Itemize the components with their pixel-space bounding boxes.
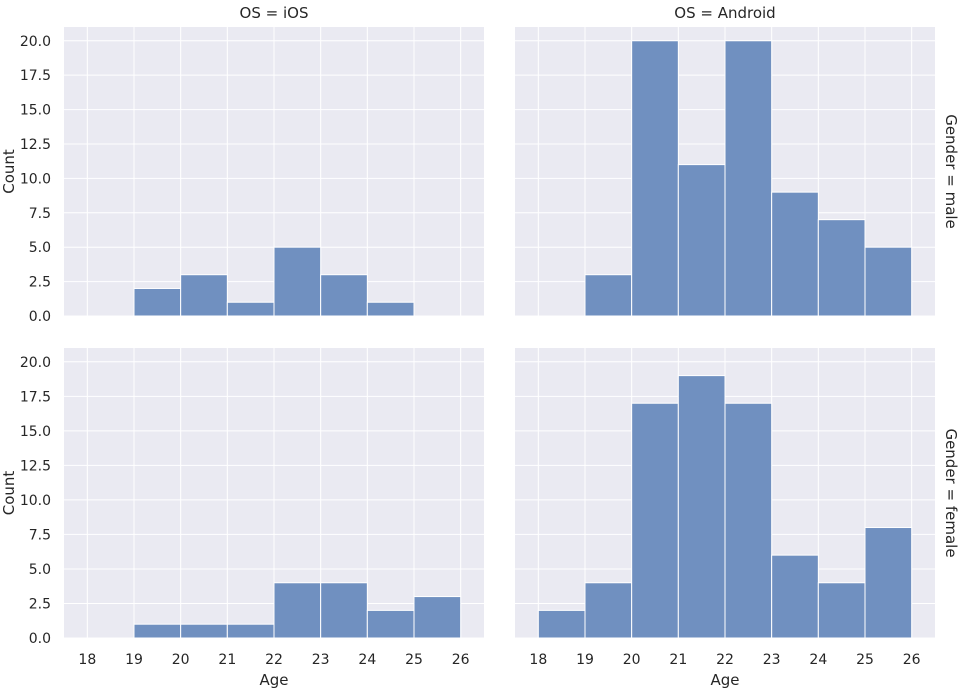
panel-1-0-xtick-label-6: 24 xyxy=(358,652,376,668)
panel-1-1-xtick-label-5: 23 xyxy=(763,652,781,668)
panel-1-0-bar-6 xyxy=(413,596,462,639)
panel-1-1-xtick-label-2: 20 xyxy=(623,652,641,668)
panel-0-0-ytick-label-7: 17.5 xyxy=(20,68,51,84)
panel-1-1-bar-6 xyxy=(817,582,866,639)
panel-0-0-bar-4 xyxy=(320,274,368,317)
col-0-xlabel: Age xyxy=(259,671,288,689)
panel-1-0-ytick-label-8: 20.0 xyxy=(20,355,51,371)
panel-0-0-ytick-label-6: 15.0 xyxy=(20,103,51,119)
panel-1-0-ytick-label-7: 17.5 xyxy=(20,389,51,405)
panel-1-1-xtick-label-6: 24 xyxy=(809,652,827,668)
panel-1-0-xtick-label-5: 23 xyxy=(312,652,330,668)
panel-1-1-xtick-label-4: 22 xyxy=(716,652,734,668)
panel-1-0-xtick-label-7: 25 xyxy=(405,652,423,668)
panel-0-1-bar-1 xyxy=(631,40,679,317)
panel-0-1-bar-2 xyxy=(677,164,726,317)
panel-1-0-xtick-label-3: 21 xyxy=(218,652,236,668)
panel-0-1-bar-3 xyxy=(724,40,773,317)
panel-1-1-bar-1 xyxy=(584,582,633,639)
panel-0-0-bar-1 xyxy=(180,274,228,317)
panel-0-1-bar-5 xyxy=(817,219,866,317)
row-0-ylabel: Count xyxy=(0,149,18,194)
panel-0-0-ytick-label-5: 12.5 xyxy=(20,137,51,153)
panel-1-0-xtick-label-2: 20 xyxy=(172,652,190,668)
panel-1-0-xtick-label-8: 26 xyxy=(452,652,470,668)
panel-1-0-bar-3 xyxy=(273,582,322,639)
panel-0-1-bar-4 xyxy=(771,191,819,317)
panel-0-0-ytick-label-4: 10.0 xyxy=(20,171,51,187)
panel-1-0-ytick-label-5: 12.5 xyxy=(20,458,51,474)
row-1-title: Gender = female xyxy=(942,428,959,557)
panel-1-0-xtick-label-1: 19 xyxy=(125,652,143,668)
panel-1-0-ytick-label-4: 10.0 xyxy=(20,493,51,509)
panel-0-0-ytick-label-1: 2.5 xyxy=(29,275,51,291)
panel-1-1-xtick-label-7: 25 xyxy=(856,652,874,668)
panel-1-1-xtick-label-1: 19 xyxy=(576,652,594,668)
panel-0-0-ytick-label-8: 20.0 xyxy=(20,34,51,50)
row-1-ylabel: Count xyxy=(0,471,18,516)
panel-0-0-bar-5 xyxy=(366,301,415,317)
panel-1-0-xtick-label-0: 18 xyxy=(78,652,96,668)
panel-1-1-bar-4 xyxy=(724,402,773,639)
panel-1-0-ytick-label-2: 5.0 xyxy=(29,562,51,578)
panel-1-0-ytick-label-1: 2.5 xyxy=(29,596,51,612)
panel-1-1-bar-2 xyxy=(631,402,679,639)
panel-0-0-bar-0 xyxy=(133,287,182,317)
panel-0-0-bar-2 xyxy=(226,301,275,317)
panel-1-0-ytick-label-0: 0.0 xyxy=(29,631,51,647)
col-1-xlabel: Age xyxy=(710,671,739,689)
panel-1-0-bar-2 xyxy=(226,623,275,639)
panel-0-0-ytick-label-0: 0.0 xyxy=(29,309,51,325)
panel-1-0-ytick-label-6: 15.0 xyxy=(20,424,51,440)
col-0-title: OS = iOS xyxy=(240,4,309,22)
panel-0-1-bar-6 xyxy=(864,246,913,317)
panel-0-0-ytick-label-2: 5.0 xyxy=(29,240,51,256)
panel-1-1-xtick-label-3: 21 xyxy=(669,652,687,668)
panel-1-0-xtick-label-4: 22 xyxy=(265,652,283,668)
panel-1-0-bar-1 xyxy=(180,623,228,639)
panel-1-0-bar-0 xyxy=(133,623,182,639)
panel-1-0-bar-4 xyxy=(320,582,368,639)
panel-1-1-bar-3 xyxy=(677,375,726,639)
panel-0-0-ytick-label-3: 7.5 xyxy=(29,206,51,222)
panel-1-1-xtick-label-8: 26 xyxy=(903,652,921,668)
panel-1-0-ytick-label-3: 7.5 xyxy=(29,527,51,543)
row-0-title: Gender = male xyxy=(942,114,959,229)
panel-1-1-bar-0 xyxy=(537,609,586,639)
panel-0-0-bar-3 xyxy=(273,246,322,317)
col-1-title: OS = Android xyxy=(674,4,775,22)
panel-0-1-bar-0 xyxy=(584,274,633,317)
panel-1-1-xtick-label-0: 18 xyxy=(529,652,547,668)
panel-1-1-bar-7 xyxy=(864,527,913,639)
panel-1-0-bar-5 xyxy=(366,609,415,639)
panel-1-1-bar-5 xyxy=(771,554,819,639)
